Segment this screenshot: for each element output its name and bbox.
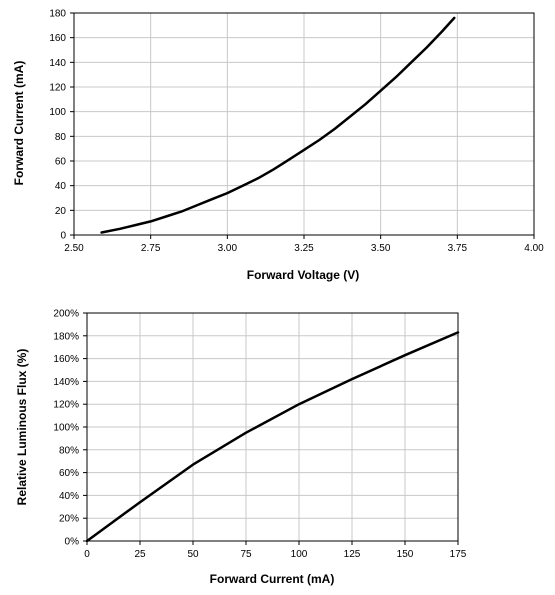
chart1-y-tick-label: 180 — [49, 9, 66, 20]
chart1-x-tick-label: 2.50 — [64, 243, 84, 254]
chart1-y-tick-label: 20 — [55, 206, 67, 217]
chart2-y-tick-label: 160% — [53, 354, 79, 365]
chart2-y-tick-label: 20% — [59, 514, 79, 525]
chart1-y-tick-label: 160 — [49, 33, 66, 44]
chart2-y-tick-label: 200% — [53, 309, 79, 320]
chart2-x-tick-label: 25 — [134, 549, 146, 560]
chart1-y-tick-label: 100 — [49, 107, 66, 118]
chart1-series-line-0 — [100, 16, 456, 234]
chart2-y-tick-label: 180% — [53, 331, 79, 342]
chart2-y-tick-label: 100% — [53, 423, 79, 434]
chart1-x-tick-label: 3.75 — [448, 243, 468, 254]
chart2-x-tick-label: 175 — [450, 549, 467, 560]
chart2-x-tick-label: 0 — [84, 549, 90, 560]
luminous-flux-vs-current-chart: Forward Current (mA) Relative Luminous F… — [15, 309, 467, 587]
chart2-y-tick-label: 80% — [59, 445, 79, 456]
chart1-x-tick-label: 4.00 — [524, 243, 544, 254]
chart2-x-tick-label: 150 — [397, 549, 414, 560]
chart2-y-axis-title: Relative Luminous Flux (%) — [15, 349, 29, 506]
chart1-x-tick-label: 3.25 — [294, 243, 314, 254]
chart2-y-tick-label: 40% — [59, 491, 79, 502]
chart2-x-tick-label: 100 — [291, 549, 308, 560]
chart1-y-tick-label: 0 — [60, 231, 66, 242]
chart2-x-tick-label: 50 — [187, 549, 199, 560]
chart1-y-tick-label: 60 — [55, 157, 67, 168]
chart2-y-tick-label: 140% — [53, 377, 79, 388]
chart1-y-tick-label: 80 — [55, 132, 67, 143]
chart2-x-tick-label: 125 — [344, 549, 361, 560]
chart2-y-tick-label: 0% — [65, 537, 80, 548]
chart1-y-tick-label: 40 — [55, 181, 67, 192]
chart1-x-tick-label: 3.00 — [218, 243, 238, 254]
chart2-series-line-0 — [85, 331, 460, 543]
chart2-y-tick-label: 120% — [53, 400, 79, 411]
chart1-y-tick-label: 140 — [49, 58, 66, 69]
forward-current-vs-voltage-chart: Forward Voltage (V) Forward Current (mA)… — [12, 9, 544, 283]
chart2-x-axis-title: Forward Current (mA) — [210, 572, 335, 586]
chart2-y-tick-label: 60% — [59, 468, 79, 479]
chart1-x-axis-title: Forward Voltage (V) — [247, 268, 359, 282]
chart1-x-tick-label: 2.75 — [141, 243, 161, 254]
chart1-y-axis-title: Forward Current (mA) — [12, 61, 26, 186]
chart2-x-tick-label: 75 — [240, 549, 252, 560]
chart1-x-tick-label: 3.50 — [371, 243, 391, 254]
chart1-y-tick-label: 120 — [49, 83, 66, 94]
